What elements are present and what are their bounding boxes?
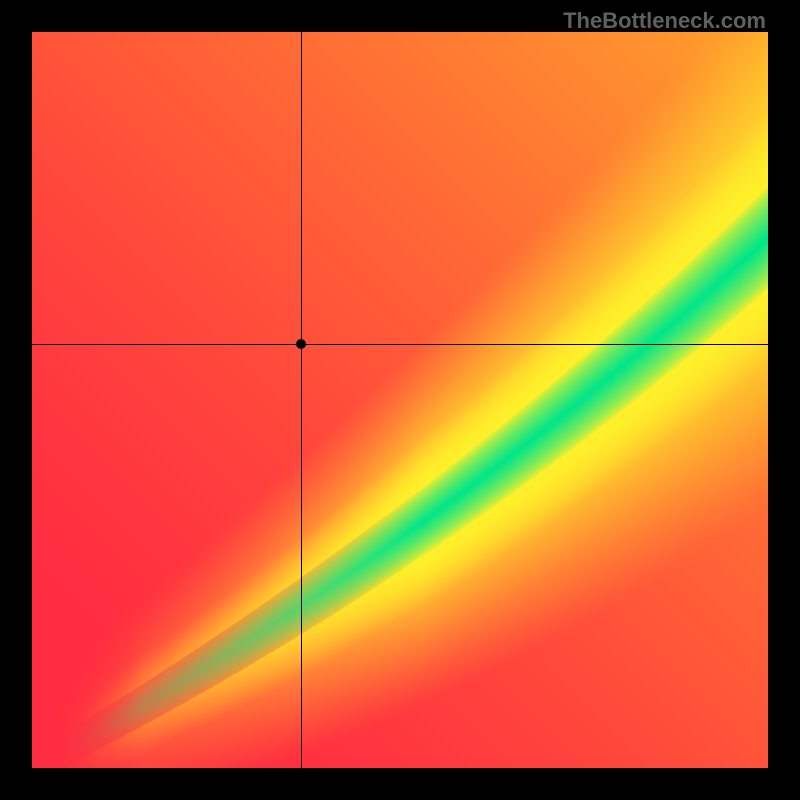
- chart-container: TheBottleneck.com: [0, 0, 800, 800]
- data-point-marker: [296, 339, 306, 349]
- watermark-text: TheBottleneck.com: [563, 8, 766, 34]
- heatmap-canvas: [32, 32, 768, 768]
- crosshair-vertical: [301, 32, 302, 768]
- crosshair-horizontal: [32, 344, 768, 345]
- plot-area: [32, 32, 768, 768]
